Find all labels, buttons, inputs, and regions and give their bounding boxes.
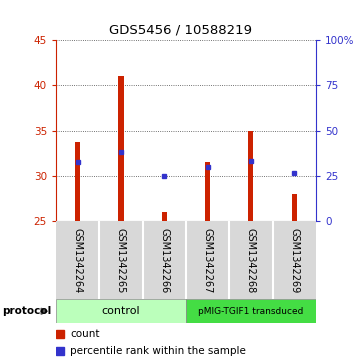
Text: GSM1342266: GSM1342266 (159, 228, 169, 293)
Text: pMIG-TGIF1 transduced: pMIG-TGIF1 transduced (198, 307, 304, 316)
Text: GSM1342265: GSM1342265 (116, 228, 126, 293)
Text: GSM1342264: GSM1342264 (73, 228, 83, 293)
Text: count: count (70, 329, 100, 339)
Bar (292, 194, 297, 221)
Bar (56, 299, 186, 323)
Text: GSM1342269: GSM1342269 (289, 228, 299, 293)
Text: control: control (102, 306, 140, 316)
Text: GDS5456 / 10588219: GDS5456 / 10588219 (109, 24, 252, 37)
Text: GSM1342268: GSM1342268 (246, 228, 256, 293)
Text: protocol: protocol (2, 306, 51, 316)
Bar (118, 76, 123, 221)
Bar (248, 131, 253, 221)
Bar (205, 162, 210, 221)
Text: percentile rank within the sample: percentile rank within the sample (70, 346, 246, 356)
Bar (186, 299, 316, 323)
Text: GSM1342267: GSM1342267 (203, 228, 213, 293)
Bar (75, 142, 80, 221)
Bar (162, 212, 167, 221)
